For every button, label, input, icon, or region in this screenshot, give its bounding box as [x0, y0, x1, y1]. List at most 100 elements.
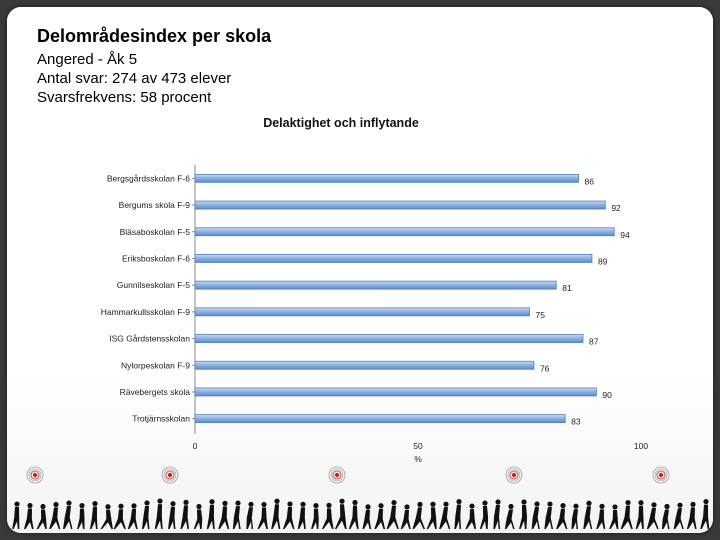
data-label: 81 [562, 283, 572, 293]
person-silhouette [465, 503, 477, 529]
slide: Delområdesindex per skola Angered - Åk 5… [7, 7, 713, 533]
bar [194, 360, 535, 370]
x-tick-label: 50 [413, 441, 423, 451]
target-icon [505, 466, 523, 484]
person-silhouette [246, 501, 254, 529]
person-silhouette [257, 501, 268, 529]
person-silhouette [348, 499, 359, 529]
person-silhouette [700, 498, 710, 529]
data-label: 94 [620, 230, 630, 240]
subtitle-response-rate: Svarsfrekvens: 58 procent [37, 89, 212, 106]
data-label: 89 [598, 256, 608, 266]
person-silhouette [77, 502, 85, 529]
category-label: Rävebergets skola [120, 387, 191, 397]
category-label: Nylorpeskolan F-9 [121, 360, 190, 370]
category-label: Gunnilseskolan F-5 [117, 280, 191, 290]
chart-title: Delaktighet och inflytande [263, 116, 419, 130]
person-silhouette [439, 501, 451, 529]
category-label: Bergsgårdsskolan F-6 [107, 173, 190, 183]
person-silhouette [141, 500, 150, 529]
data-label: 87 [589, 337, 599, 347]
person-silhouette [686, 501, 697, 529]
data-label: 75 [536, 310, 546, 320]
bar-chart: Delaktighet och inflytande Bergsgårdssko… [101, 116, 649, 463]
person-silhouette [63, 500, 73, 529]
category-label: Bergums skola F-9 [119, 200, 191, 210]
person-silhouette [531, 501, 540, 529]
header: Delområdesindex per skola Angered - Åk 5… [37, 25, 271, 107]
person-silhouette [374, 503, 386, 529]
data-label: 92 [611, 203, 621, 213]
person-silhouette [180, 499, 190, 529]
person-silhouette [596, 503, 606, 529]
person-silhouette [100, 504, 113, 529]
x-tick-label: 100 [634, 441, 648, 451]
category-label: Bläsaboskolan F-5 [120, 227, 191, 237]
person-silhouette [454, 499, 462, 529]
data-label: 76 [540, 363, 550, 373]
person-silhouette [127, 503, 138, 529]
person-silhouette [362, 504, 372, 529]
person-silhouette [23, 502, 34, 529]
person-silhouette [493, 499, 501, 529]
person-silhouette [49, 501, 61, 529]
target-icon [26, 466, 44, 484]
bar [194, 334, 584, 343]
target-icon [328, 466, 346, 484]
person-silhouette [232, 500, 241, 529]
person-silhouette [412, 501, 425, 529]
person-silhouette [635, 500, 644, 529]
person-silhouette [218, 500, 230, 529]
person-silhouette [282, 501, 295, 529]
person-silhouette [646, 502, 659, 529]
bar [194, 254, 593, 263]
person-silhouette [334, 498, 347, 529]
x-tick-label: 0 [193, 441, 198, 451]
person-silhouette [113, 503, 126, 529]
person-silhouette [321, 502, 334, 529]
person-silhouette [193, 503, 203, 529]
person-silhouette [519, 499, 528, 529]
person-silhouette [504, 503, 515, 529]
bar [194, 414, 566, 424]
person-silhouette [620, 499, 633, 529]
subtitle-response-count: Antal svar: 274 av 473 elever [37, 70, 232, 87]
person-silhouette [271, 498, 281, 529]
bar [194, 280, 557, 290]
subtitle-area: Angered - Åk 5 [37, 51, 138, 68]
person-silhouette [154, 498, 163, 529]
person-silhouette [168, 501, 176, 529]
person-silhouette [36, 503, 47, 529]
person-silhouette [386, 499, 399, 529]
person-silhouette [12, 501, 20, 529]
target-icon [652, 466, 670, 484]
data-label: 83 [571, 417, 581, 427]
page-title: Delområdesindex per skola [37, 26, 272, 46]
category-label: Eriksboskolan F-6 [122, 253, 190, 263]
footer-decoration [12, 466, 710, 529]
bar [194, 173, 579, 183]
person-silhouette [297, 501, 306, 529]
data-label: 90 [602, 390, 612, 400]
person-silhouette [583, 500, 593, 529]
person-silhouette [426, 501, 437, 529]
person-silhouette [479, 500, 489, 529]
person-silhouette [544, 501, 554, 529]
person-silhouette [571, 503, 579, 529]
slide-background [7, 7, 713, 533]
person-silhouette [609, 504, 619, 529]
person-silhouette [661, 503, 670, 529]
x-axis-label: % [414, 454, 422, 463]
bar [194, 227, 615, 237]
person-silhouette [400, 504, 411, 529]
bar [194, 307, 530, 317]
person-silhouette [89, 501, 98, 529]
person-silhouette [556, 503, 568, 529]
person-silhouette [311, 502, 319, 529]
bar [194, 387, 597, 397]
category-label: Trotjärnsskolan [132, 414, 190, 424]
category-label: ISG Gårdstensskolan [109, 334, 190, 344]
person-silhouette [206, 499, 215, 529]
category-label: Hammarkullsskolan F-9 [101, 307, 191, 317]
data-label: 86 [585, 176, 595, 186]
